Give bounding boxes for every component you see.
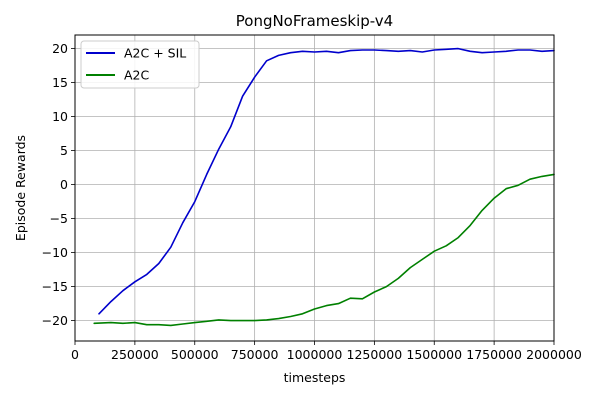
y-tick-label: −15 [42, 279, 68, 294]
x-tick-label: 750000 [231, 347, 279, 362]
y-tick-label: 5 [60, 143, 68, 158]
x-tick-label: 1000000 [287, 347, 343, 362]
x-tick-label: 1500000 [406, 347, 462, 362]
x-tick-label: 1750000 [466, 347, 522, 362]
data-lines [93, 47, 555, 327]
x-tick-label: 0 [71, 347, 79, 362]
y-tick-label: −5 [50, 211, 68, 226]
legend-label-a2c: A2C [124, 68, 150, 83]
series-line-a2c-sil [98, 47, 555, 315]
y-tick-label: 10 [52, 109, 68, 124]
y-tick-label: 15 [52, 75, 68, 90]
x-tick-label: 250000 [111, 347, 159, 362]
x-axis-label: timesteps [284, 370, 346, 385]
axis-ticks: 0 250000 500000 750000 1000000 1250000 1500000… [42, 41, 582, 362]
series-line-a2c [93, 173, 555, 327]
chart-title: PongNoFrameskip-v4 [236, 12, 393, 30]
y-tick-label: 0 [60, 177, 68, 192]
legend: A2C + SIL A2C [80, 40, 200, 89]
legend-label-a2c-sil: A2C + SIL [124, 46, 186, 61]
x-tick-label: 2000000 [526, 347, 582, 362]
x-tick-label: 1250000 [347, 347, 403, 362]
x-tick-label: 500000 [171, 347, 219, 362]
y-tick-label: 20 [52, 41, 68, 56]
y-axis-label: Episode Rewards [13, 135, 28, 241]
y-tick-label: −20 [42, 313, 68, 328]
y-tick-label: −10 [42, 245, 68, 260]
